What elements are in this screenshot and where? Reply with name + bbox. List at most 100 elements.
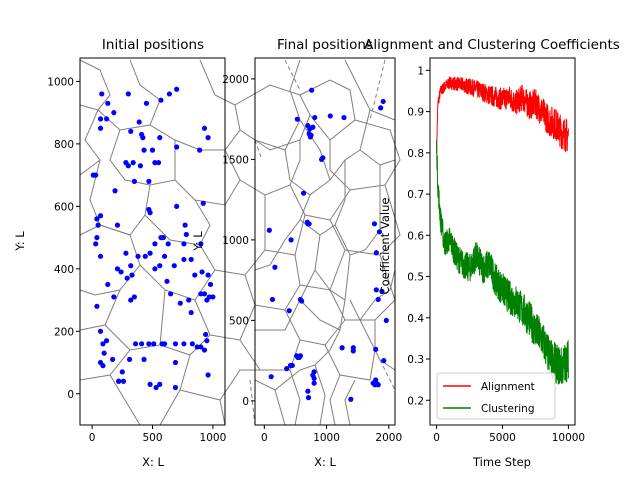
initial-point-30 [155,160,162,166]
initial-point-107 [189,341,195,347]
initial-point-8 [103,116,110,122]
y-axis-label-initial: Y: L [13,231,27,252]
final-point-43 [289,362,295,369]
initial-point-49 [114,266,121,272]
initial-y-tick-label-0: 0 [67,389,74,401]
initial-point-42 [93,241,99,247]
initial-point-27 [137,163,144,169]
initial-point-53 [142,253,148,259]
initial-point-64 [171,263,177,269]
final-point-23 [373,250,379,256]
initial-point-48 [124,275,130,281]
initial-point-88 [103,338,110,344]
chart-title-final: Final positions [277,37,373,53]
initial-point-38 [94,216,100,222]
initial-point-45 [123,250,129,256]
initial-point-81 [188,309,194,316]
final-point-30 [299,298,305,304]
initial-x-tick-label-0: 0 [89,432,96,444]
initial-point-28 [146,178,152,184]
y-axis-label-final: Y: L [191,231,205,252]
initial-point-52 [135,253,141,259]
initial-point-66 [188,256,194,263]
final-point-26 [379,288,385,294]
x-axis-label-initial: X: L [142,455,164,469]
coeff-y-tick-label-1: 1 [417,65,424,77]
final-point-55 [375,382,381,388]
final-point-0 [309,87,315,93]
initial-point-26 [131,178,137,184]
legend-label-alignment: Alignment [481,381,535,393]
initial-point-105 [172,359,179,366]
initial-point-79 [177,300,183,306]
initial-point-19 [157,135,163,141]
initial-point-55 [152,241,158,247]
series-line-alignment [436,76,569,154]
final-point-15 [300,190,307,196]
coeff-x-tick-label-0: 0 [433,432,440,444]
series-line-clustering [436,139,569,385]
final-point-20 [288,237,294,243]
initial-point-39 [95,222,101,228]
initial-point-20 [149,147,156,153]
initial-point-90 [110,356,116,363]
initial-point-100 [146,341,152,347]
initial-point-7 [97,116,104,122]
initial-point-41 [94,234,100,241]
final-point-32 [383,317,389,323]
final-y-tick-label-1000: 1000 [222,235,249,247]
chart-title-initial: Initial positions [102,37,204,53]
initial-point-33 [174,203,180,209]
final-point-6 [308,132,314,138]
plot-frame-final [254,57,396,426]
initial-point-6 [111,110,117,116]
legend: Alignment Clustering [436,372,556,420]
final-point-35 [350,348,356,354]
final-point-24 [272,264,278,270]
initial-point-111 [198,344,204,350]
initial-point-77 [164,278,170,284]
voronoi-lines-initial [79,59,401,426]
final-point-31 [286,308,292,314]
initial-point-109 [203,331,209,338]
initial-point-35 [200,200,206,206]
initial-point-59 [157,263,163,269]
initial-point-21 [141,147,147,153]
initial-point-32 [147,210,153,216]
initial-point-16 [205,135,211,141]
final-point-28 [269,296,276,303]
coeff-y-tick-label-0.2: 0.2 [407,395,424,407]
initial-point-113 [205,372,211,378]
initial-point-11 [136,119,142,125]
initial-point-103 [161,341,168,347]
final-point-18 [306,221,312,227]
initial-point-118 [116,378,122,384]
initial-y-tick-label-600: 600 [54,201,74,213]
final-point-49 [311,380,317,386]
initial-point-62 [183,231,189,238]
initial-point-18 [174,144,180,150]
final-point-50 [305,388,311,394]
final-x-tick-label-1000: 1000 [313,432,340,444]
initial-point-76 [204,297,210,303]
initial-y-tick-label-800: 800 [54,139,74,151]
panel-coefficients: 0 5000 10000 0.2 0.3 0.4 0.5 0.6 0.7 0.8 0.9 1 Alig… [364,37,620,469]
initial-point-87 [100,341,106,347]
x-axis-label-coefficients: Time Step [472,455,531,469]
y-axis-label-coefficients: Coefficient Value [378,198,392,295]
panel-final-positions: 0 1000 2000 0 500 1000 1500 2000 Final position… [191,37,402,469]
initial-point-114 [147,381,153,387]
initial-point-14 [143,100,150,106]
initial-x-tick-label-1000: 1000 [200,432,227,444]
initial-point-108 [194,344,200,350]
initial-x-tick-label-500: 500 [142,432,162,444]
final-point-1 [294,116,300,122]
initial-point-9 [97,125,104,131]
initial-point-71 [207,281,214,288]
initial-point-98 [139,341,145,347]
coeff-y-tick-label-0.5: 0.5 [407,272,424,284]
final-point-19 [266,227,272,233]
initial-point-46 [128,263,134,269]
final-y-tick-label-1500: 1500 [222,154,249,166]
